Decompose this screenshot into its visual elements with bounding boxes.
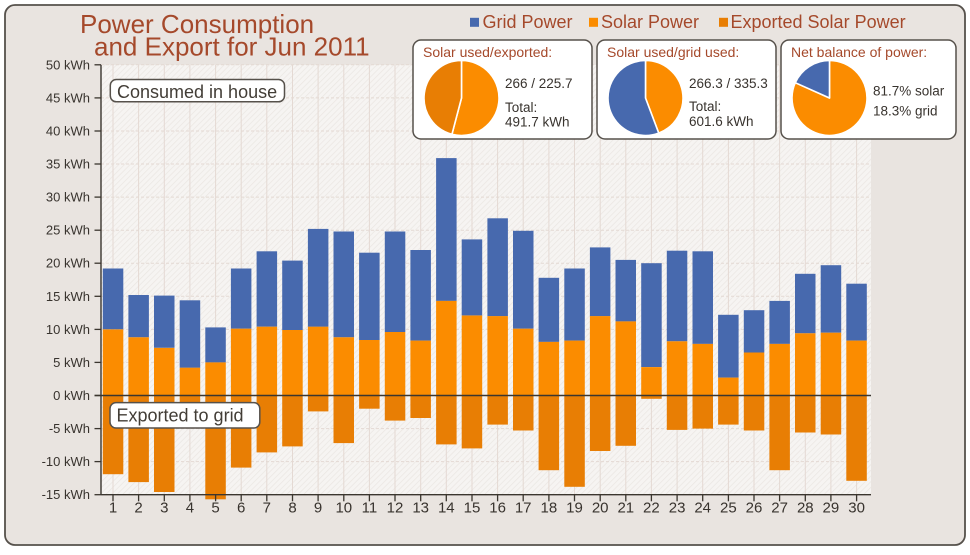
svg-text:and Export for Jun 2011: and Export for Jun 2011	[94, 32, 370, 62]
svg-text:Grid Power: Grid Power	[483, 12, 573, 32]
svg-text:Net balance of power:: Net balance of power:	[791, 44, 927, 60]
svg-text:7: 7	[263, 500, 271, 517]
svg-text:Consumed in house: Consumed in house	[117, 82, 277, 102]
svg-text:13: 13	[412, 500, 429, 517]
svg-text:-15 kWh: -15 kWh	[42, 487, 90, 502]
svg-text:9: 9	[314, 500, 322, 517]
svg-text:Total:: Total:	[689, 99, 721, 114]
svg-text:3: 3	[160, 500, 168, 517]
svg-text:20: 20	[592, 500, 609, 517]
svg-text:15 kWh: 15 kWh	[46, 289, 90, 304]
svg-text:21: 21	[617, 500, 634, 517]
svg-text:266.3 / 335.3: 266.3 / 335.3	[689, 76, 768, 91]
svg-text:0 kWh: 0 kWh	[53, 388, 90, 403]
svg-text:81.7% solar: 81.7% solar	[873, 84, 945, 99]
svg-text:Solar used/grid used:: Solar used/grid used:	[607, 44, 739, 60]
svg-text:10: 10	[335, 500, 352, 517]
svg-text:8: 8	[288, 500, 296, 517]
svg-text:29: 29	[823, 500, 840, 517]
svg-text:Exported to grid: Exported to grid	[117, 406, 244, 426]
svg-text:17: 17	[515, 500, 532, 517]
svg-text:27: 27	[771, 500, 788, 517]
svg-text:24: 24	[694, 500, 711, 517]
svg-text:16: 16	[489, 500, 506, 517]
svg-text:12: 12	[387, 500, 404, 517]
svg-text:11: 11	[362, 500, 378, 517]
svg-text:30 kWh: 30 kWh	[46, 190, 90, 205]
svg-text:Solar used/exported:: Solar used/exported:	[423, 44, 552, 60]
svg-text:22: 22	[643, 500, 660, 517]
svg-text:18: 18	[541, 500, 558, 517]
svg-text:45 kWh: 45 kWh	[46, 90, 90, 105]
svg-text:26: 26	[746, 500, 763, 517]
svg-text:-5 kWh: -5 kWh	[49, 421, 90, 436]
svg-text:5: 5	[211, 500, 219, 517]
svg-text:Power Consumption: Power Consumption	[80, 9, 314, 39]
svg-text:5 kWh: 5 kWh	[53, 355, 90, 370]
svg-text:23: 23	[669, 500, 686, 517]
svg-text:40 kWh: 40 kWh	[46, 124, 90, 139]
svg-text:Total:: Total:	[505, 100, 537, 115]
svg-text:601.6 kWh: 601.6 kWh	[689, 114, 754, 129]
svg-text:14: 14	[438, 500, 455, 517]
svg-text:Solar Power: Solar Power	[601, 12, 699, 32]
svg-text:6: 6	[237, 500, 245, 517]
svg-text:30: 30	[848, 500, 865, 517]
svg-text:50 kWh: 50 kWh	[46, 57, 90, 72]
svg-text:25: 25	[720, 500, 737, 517]
svg-text:4: 4	[186, 500, 194, 517]
svg-text:28: 28	[797, 500, 814, 517]
svg-text:1: 1	[109, 500, 117, 517]
svg-text:18.3% grid: 18.3% grid	[873, 104, 938, 119]
svg-text:10 kWh: 10 kWh	[46, 322, 90, 337]
svg-text:Exported Solar Power: Exported Solar Power	[731, 12, 906, 32]
svg-text:-10 kWh: -10 kWh	[42, 454, 90, 469]
svg-text:25 kWh: 25 kWh	[46, 223, 90, 238]
svg-text:266 / 225.7: 266 / 225.7	[505, 76, 573, 91]
svg-text:20 kWh: 20 kWh	[46, 256, 90, 271]
svg-text:491.7 kWh: 491.7 kWh	[505, 115, 570, 130]
svg-text:2: 2	[134, 500, 142, 517]
svg-text:35 kWh: 35 kWh	[46, 157, 90, 172]
svg-text:19: 19	[566, 500, 583, 517]
svg-text:15: 15	[464, 500, 481, 517]
